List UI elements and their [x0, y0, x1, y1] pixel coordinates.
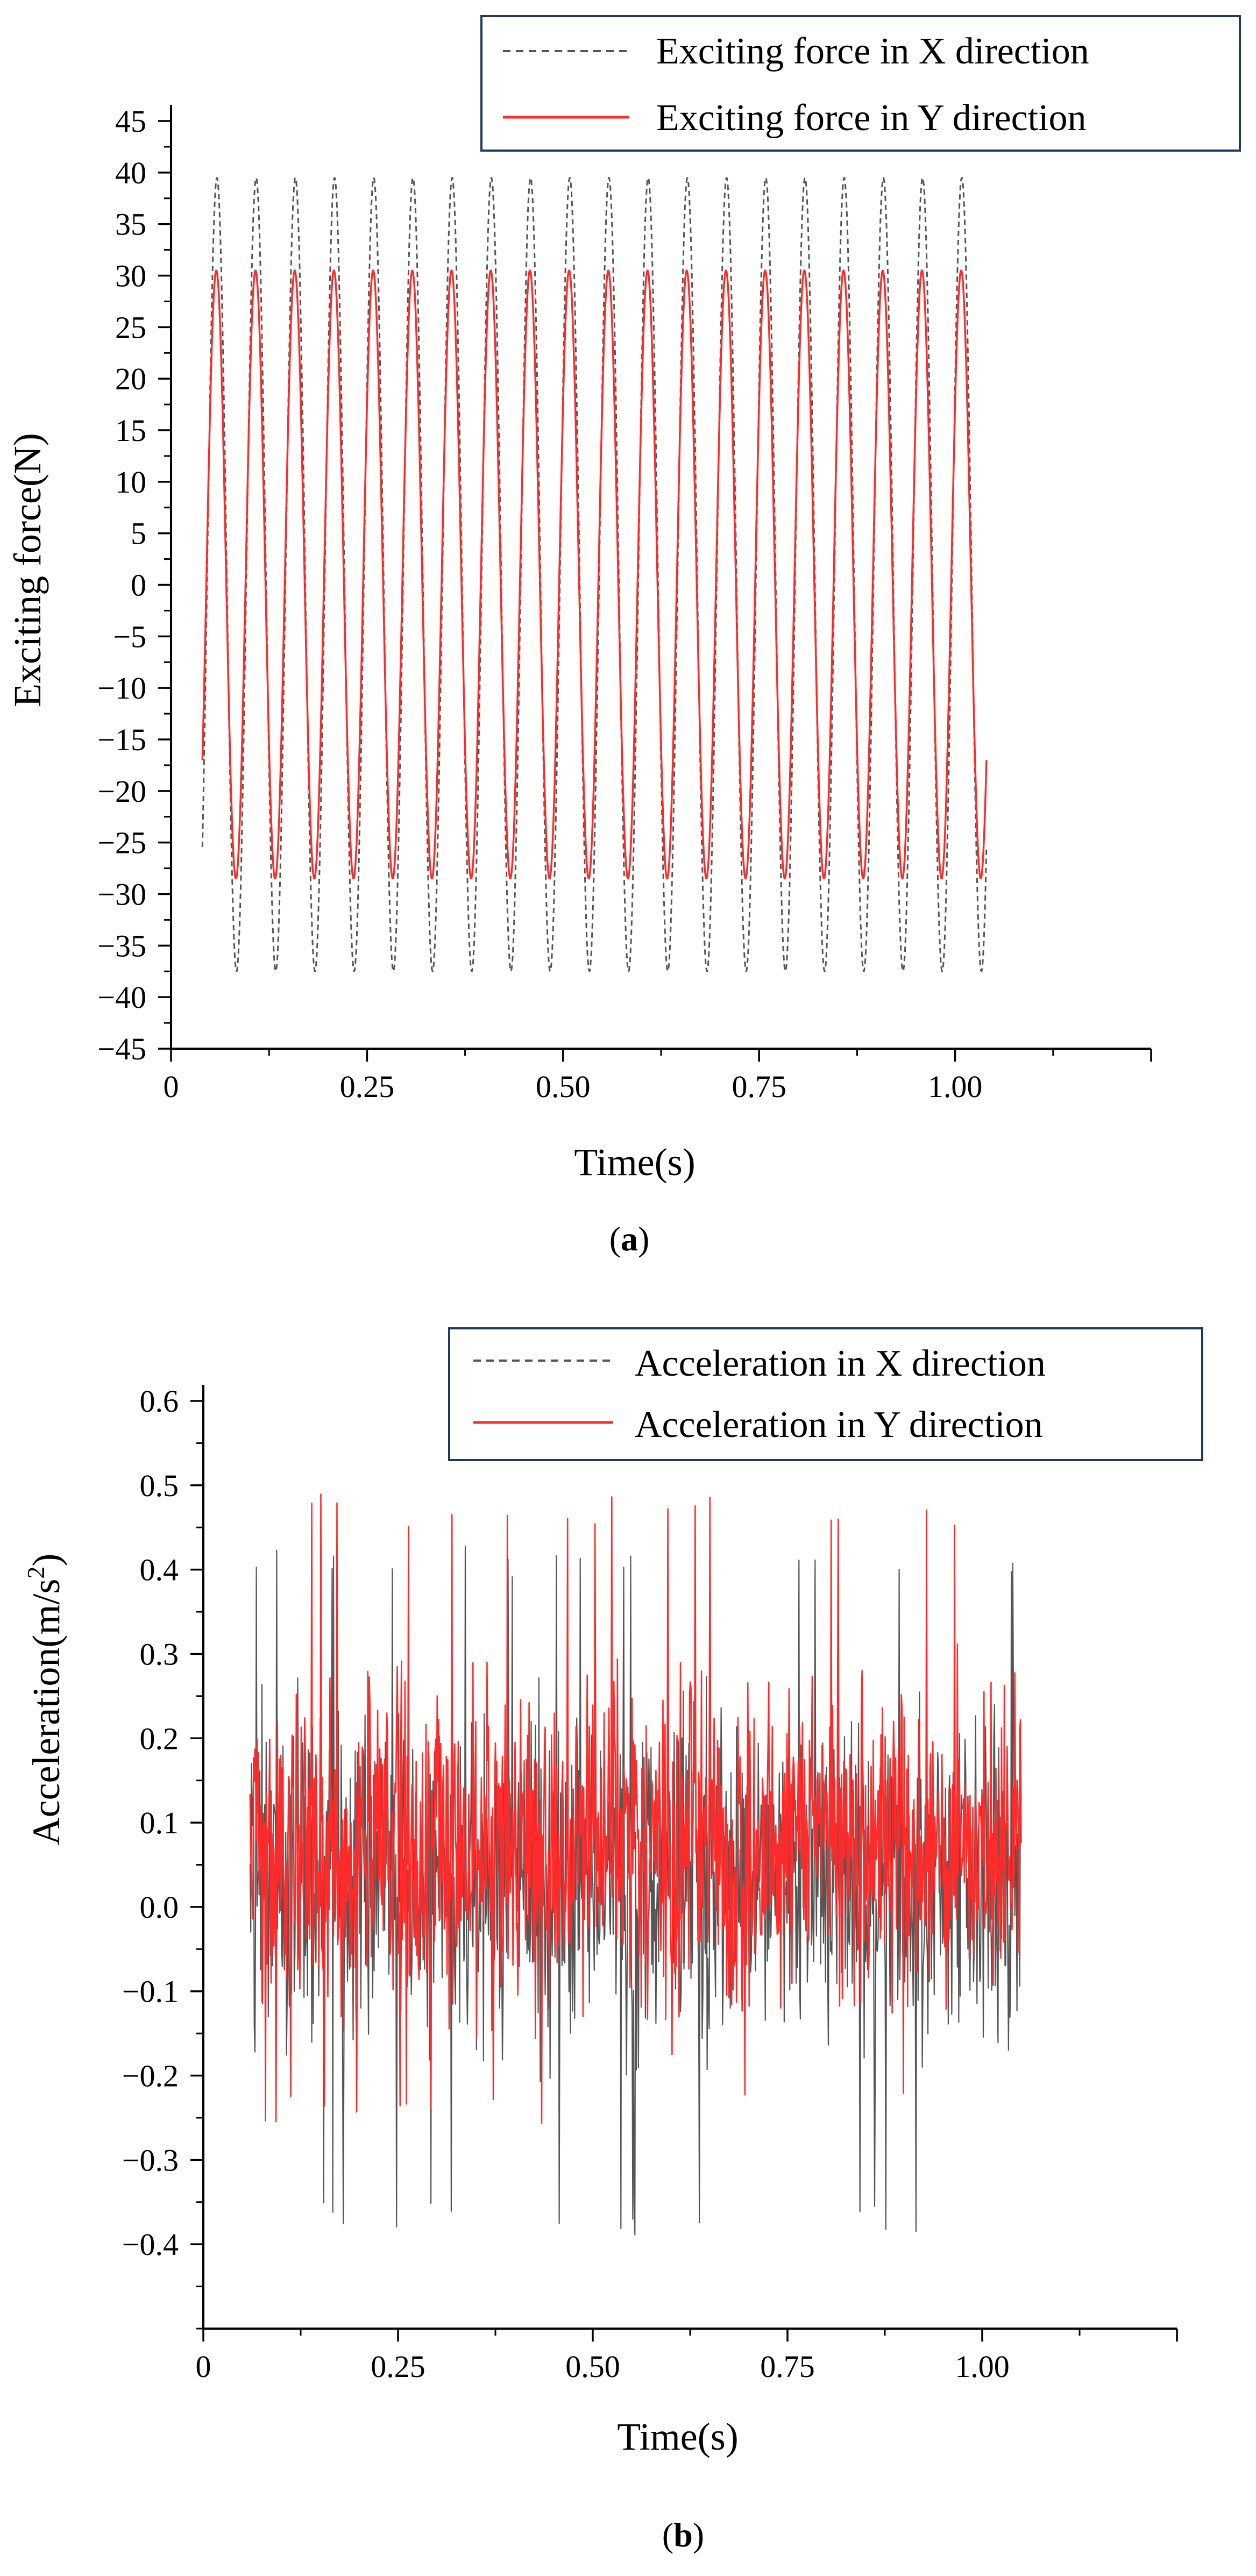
- chart-a-y-tick-label: −35: [97, 928, 146, 963]
- chart-a-x-axis-title: Time(s): [574, 1141, 695, 1184]
- chart-b-y-axis-title-end: ): [25, 1554, 68, 1567]
- chart-a-axes: 45 40 35 30 25 20 15 10 5 0 −5 −10 −15 −20 −25 −30 −35 −4…: [97, 104, 1152, 1104]
- chart-a-y-tick-label: −40: [97, 980, 146, 1015]
- chart-b-y-tick-label: −0.2: [122, 2059, 179, 2094]
- chart-a-y-tick-label: −15: [97, 722, 146, 757]
- chart-b-panel-label: (b): [662, 2516, 704, 2554]
- chart-b-x-tick-label: 0.25: [371, 2349, 425, 2384]
- chart-a-y-tick-label: −30: [97, 877, 146, 912]
- chart-b-y-tick-label: 0.5: [140, 1468, 179, 1503]
- chart-a-series-layer: [201, 177, 988, 972]
- chart-b-y-tick-label: 0.2: [140, 1721, 179, 1756]
- chart-b-x-axis-title: Time(s): [617, 2415, 738, 2458]
- chart-b-x-tick-label: 0.50: [565, 2349, 620, 2384]
- chart-a-y-tick-label: −10: [97, 671, 146, 706]
- chart-b-y-tick-label: 0.1: [140, 1805, 179, 1840]
- chart-b-legend-box: [448, 1327, 1203, 1461]
- chart-a-y-tick-label: 5: [131, 516, 146, 551]
- chart-b-series-layer: [249, 1493, 1022, 2236]
- chart-a-y-tick-label: 45: [115, 104, 146, 139]
- chart-a-x-tick-label: 0: [164, 1069, 179, 1104]
- chart-b-axes: 0.6 0.5 0.4 0.3 0.2 0.1 0.0 −0.1 −0.2 −0.3 −0.4 0 0.…: [122, 1384, 1178, 2384]
- chart-a-panel-letter: a: [621, 1220, 638, 1258]
- chart-b-y-tick-label: 0.3: [140, 1636, 179, 1671]
- chart-a-y-tick-label: −5: [113, 619, 146, 654]
- chart-a-y-tick-label: −45: [97, 1031, 146, 1066]
- chart-a-y-tick-label: −25: [97, 826, 146, 860]
- chart-a-x-tick-label: 0.50: [536, 1069, 591, 1104]
- chart-a-x-tick-label: 1.00: [928, 1069, 983, 1104]
- chart-a-legend-box: [480, 15, 1241, 152]
- chart-b-panel-letter: b: [673, 2516, 693, 2554]
- chart-b-x-tick-label: 0: [196, 2349, 211, 2384]
- chart-a-y-tick-label: 10: [115, 465, 146, 500]
- chart-b-y-axis-title: Acceleration(m/s2): [22, 1554, 68, 1846]
- chart-a-y-tick-label: 20: [115, 361, 146, 396]
- chart-a-y-tick-label: 25: [115, 310, 146, 345]
- chart-a-series-y-line: [201, 269, 988, 880]
- chart-a-y-tick-label: 15: [115, 413, 146, 448]
- chart-a-y-axis-title: Exciting force(N): [6, 433, 49, 707]
- chart-b-series-y-line: [249, 1493, 1022, 2124]
- chart-a: 45 40 35 30 25 20 15 10 5 0 −5 −10 −15 −20 −25 −30 −35 −4…: [6, 15, 1241, 1258]
- chart-a-series-x-line: [201, 177, 988, 972]
- chart-b-y-tick-label: −0.3: [122, 2143, 179, 2177]
- chart-b-x-tick-label: 0.75: [760, 2349, 815, 2384]
- chart-a-y-tick-label: 0: [131, 568, 146, 603]
- chart-a-x-tick-label: 0.75: [732, 1069, 786, 1104]
- chart-a-y-tick-label: 30: [115, 259, 146, 294]
- chart-b-y-tick-label: −0.4: [122, 2227, 179, 2262]
- chart-b: 0.6 0.5 0.4 0.3 0.2 0.1 0.0 −0.1 −0.2 −0.3 −0.4 0 0.…: [22, 1327, 1203, 2554]
- chart-b-legend-label-x: Acceleration in X direction: [635, 1343, 1046, 1384]
- chart-a-y-tick-label: 40: [115, 155, 146, 190]
- chart-a-legend-label-x: Exciting force in X direction: [656, 31, 1089, 72]
- chart-b-y-axis-title-sup: 2: [22, 1567, 49, 1579]
- chart-b-y-tick-label: 0.6: [140, 1384, 179, 1419]
- chart-b-y-tick-label: 0.4: [140, 1553, 179, 1588]
- chart-a-x-tick-label: 0.25: [340, 1069, 395, 1104]
- chart-b-legend: Acceleration in X direction Acceleration…: [448, 1327, 1203, 1461]
- chart-a-panel-label: (a): [609, 1220, 650, 1258]
- chart-b-y-tick-label: −0.1: [122, 1974, 179, 2009]
- chart-a-legend-label-y: Exciting force in Y direction: [656, 97, 1087, 139]
- chart-a-y-tick-label: 35: [115, 207, 146, 242]
- chart-a-y-tick-label: −20: [97, 774, 146, 809]
- chart-b-legend-label-y: Acceleration in Y direction: [635, 1404, 1043, 1446]
- chart-a-legend: Exciting force in X direction Exciting f…: [480, 15, 1241, 152]
- chart-b-y-tick-label: 0.0: [140, 1890, 179, 1925]
- chart-b-x-tick-label: 1.00: [955, 2349, 1010, 2384]
- chart-b-y-axis-title-main: Acceleration(m/s: [25, 1579, 68, 1846]
